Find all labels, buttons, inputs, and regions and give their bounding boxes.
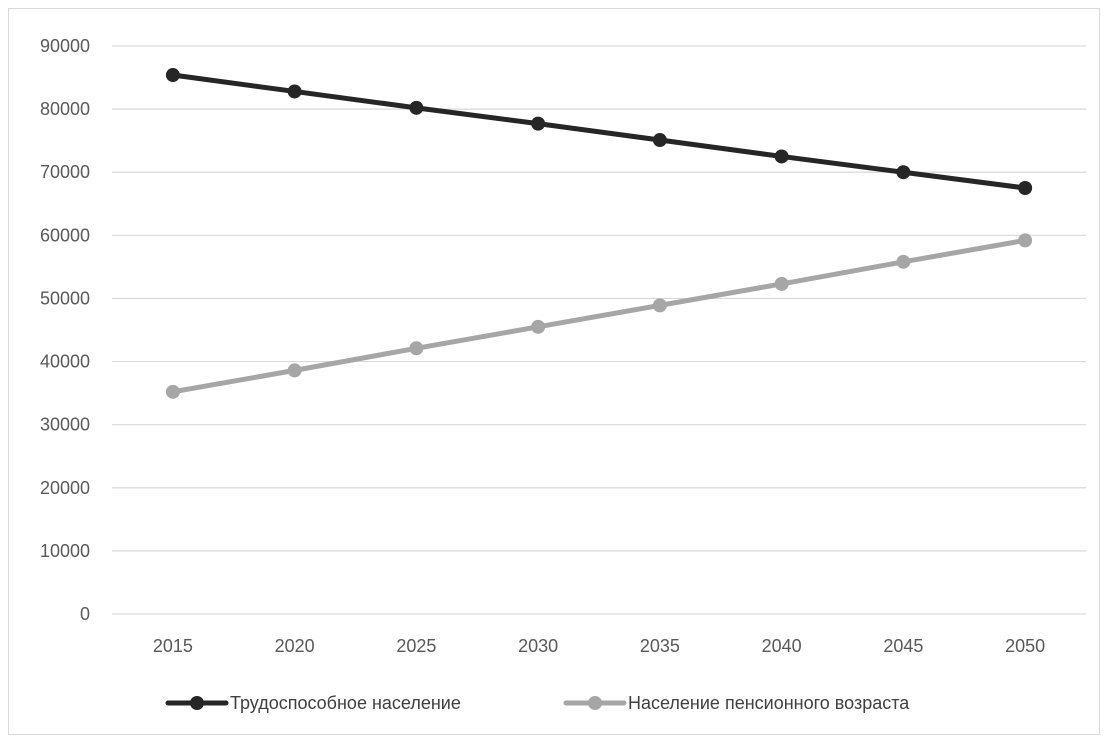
y-tick-label: 90000 (40, 36, 90, 56)
data-point (1018, 233, 1033, 248)
x-tick-label: 2045 (883, 636, 923, 656)
data-point (165, 68, 180, 83)
y-tick-label: 0 (80, 604, 90, 624)
y-tick-label: 30000 (40, 415, 90, 435)
legend-label: Трудоспособное население (230, 693, 461, 713)
y-tick-label: 60000 (40, 225, 90, 245)
x-tick-label: 2040 (762, 636, 802, 656)
y-tick-label: 70000 (40, 162, 90, 182)
y-tick-label: 50000 (40, 288, 90, 308)
series-line (170, 72, 1028, 191)
data-point (896, 165, 911, 180)
x-tick-label: 2015 (153, 636, 193, 656)
legend-label: Население пенсионного возраста (628, 693, 910, 713)
data-point (287, 363, 302, 378)
y-tick-label: 80000 (40, 99, 90, 119)
x-tick-label: 2035 (640, 636, 680, 656)
x-tick-label: 2030 (518, 636, 558, 656)
y-tick-label: 40000 (40, 352, 90, 372)
legend: Трудоспособное население Население пенсио… (165, 693, 910, 713)
legend-item-2: Население пенсионного возраста (563, 693, 910, 713)
y-tick-label: 10000 (40, 541, 90, 561)
data-point (774, 276, 789, 291)
data-point (896, 254, 911, 269)
x-tick-label: 2020 (275, 636, 315, 656)
legend-marker (190, 696, 204, 710)
gridlines (112, 45, 1086, 615)
data-point (531, 116, 546, 131)
series-line (170, 237, 1028, 395)
data-point (409, 100, 424, 115)
series-2 (165, 233, 1033, 399)
x-tick-label: 2025 (396, 636, 436, 656)
data-point (652, 133, 667, 148)
legend-item-1: Трудоспособное население (165, 693, 461, 713)
data-point (652, 298, 667, 313)
y-axis-tick-labels: 0 10000 20000 30000 40000 50000 60000 70000 8000… (40, 36, 90, 624)
data-point (531, 319, 546, 334)
x-axis-tick-labels: 2015 2020 2025 2030 2035 2040 2045 2050 (153, 636, 1045, 656)
y-tick-label: 20000 (40, 478, 90, 498)
data-point (165, 384, 180, 399)
data-point (287, 84, 302, 99)
legend-marker (588, 696, 602, 710)
data-point (409, 341, 424, 356)
data-point (1018, 181, 1033, 195)
series-layer (165, 68, 1033, 399)
data-point (774, 149, 789, 164)
x-tick-label: 2050 (1005, 636, 1045, 656)
series-1 (165, 68, 1033, 195)
